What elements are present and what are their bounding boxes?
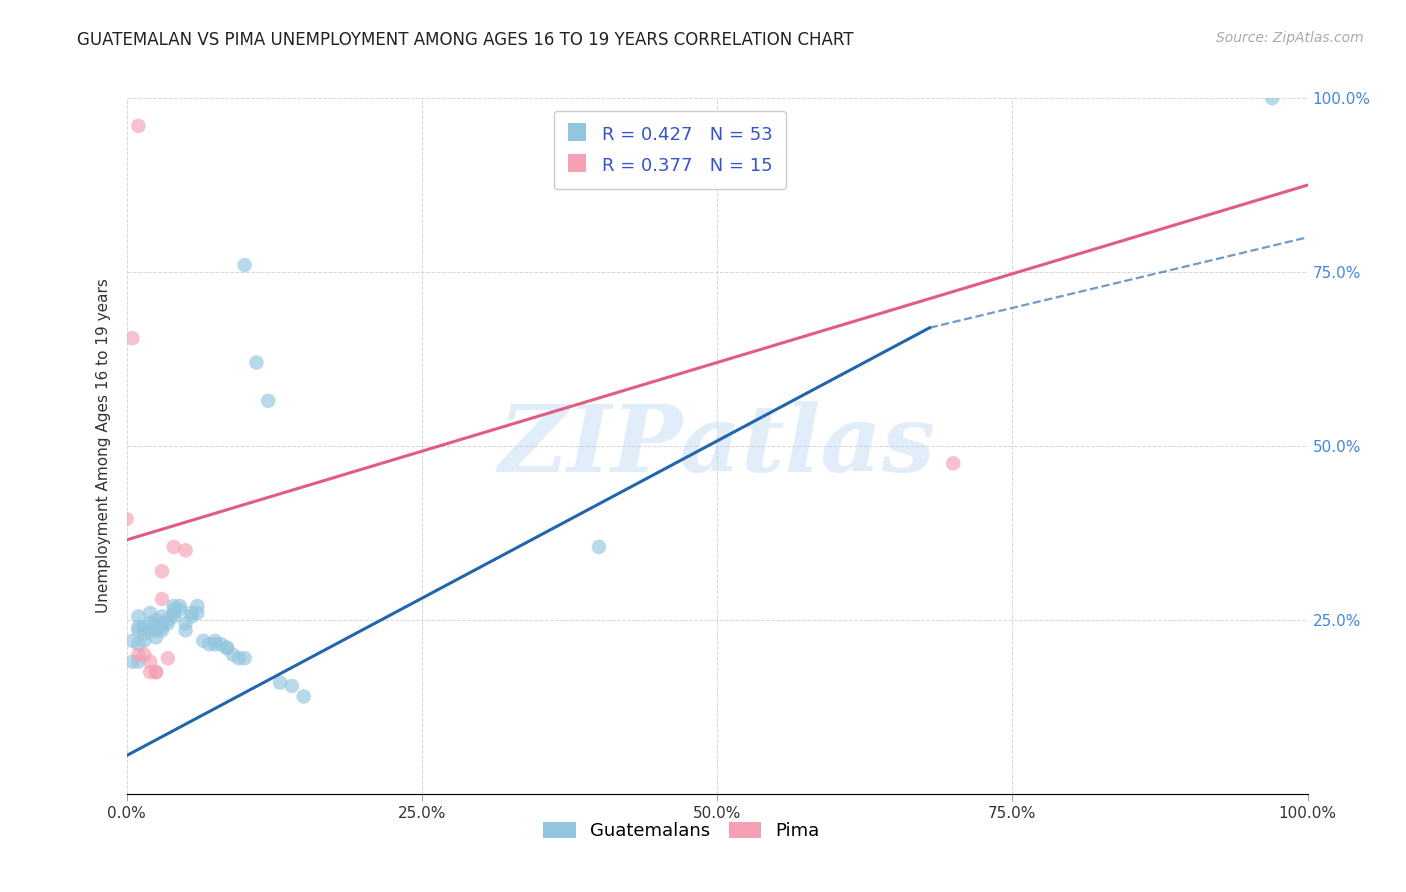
Point: [156, 613, 179, 627]
Point: [127, 119, 149, 133]
Point: [127, 655, 149, 669]
Point: [115, 512, 138, 526]
Point: [186, 599, 208, 613]
Point: [233, 651, 256, 665]
Point: [215, 640, 238, 655]
Point: [174, 624, 197, 638]
Point: [174, 543, 197, 558]
Point: [139, 624, 162, 638]
Point: [150, 616, 173, 631]
Point: [150, 564, 173, 578]
Point: [150, 624, 173, 638]
Point: [150, 609, 173, 624]
Point: [233, 258, 256, 272]
Legend: Guatemalans, Pima: Guatemalans, Pima: [536, 814, 827, 847]
Point: [163, 609, 186, 624]
Y-axis label: Unemployment Among Ages 16 to 19 years: Unemployment Among Ages 16 to 19 years: [96, 278, 111, 614]
Point: [292, 690, 315, 704]
Point: [193, 633, 215, 648]
Point: [156, 616, 179, 631]
Point: [134, 620, 156, 634]
Point: [150, 620, 173, 634]
Point: [156, 651, 179, 665]
Point: [139, 665, 162, 680]
Point: [139, 655, 162, 669]
Point: [222, 648, 245, 662]
Point: [127, 648, 149, 662]
Point: [145, 613, 167, 627]
Point: [163, 602, 186, 616]
Point: [281, 679, 304, 693]
Point: [245, 355, 267, 369]
Point: [121, 331, 143, 345]
Point: [127, 637, 149, 651]
Point: [134, 633, 156, 648]
Point: [163, 606, 186, 620]
Point: [163, 599, 186, 613]
Point: [186, 606, 208, 620]
Text: GUATEMALAN VS PIMA UNEMPLOYMENT AMONG AGES 16 TO 19 YEARS CORRELATION CHART: GUATEMALAN VS PIMA UNEMPLOYMENT AMONG AG…: [77, 31, 853, 49]
Point: [204, 633, 226, 648]
Point: [1261, 91, 1284, 105]
Point: [942, 457, 965, 471]
Point: [180, 606, 202, 620]
Point: [198, 637, 221, 651]
Point: [134, 627, 156, 641]
Point: [269, 675, 291, 690]
Text: Source: ZipAtlas.com: Source: ZipAtlas.com: [1216, 31, 1364, 45]
Point: [145, 665, 167, 680]
Point: [127, 624, 149, 638]
Point: [145, 620, 167, 634]
Point: [145, 665, 167, 680]
Point: [121, 633, 143, 648]
Text: ZIPatlas: ZIPatlas: [499, 401, 935, 491]
Point: [174, 616, 197, 631]
Point: [169, 602, 191, 616]
Point: [169, 599, 191, 613]
Point: [127, 620, 149, 634]
Point: [145, 624, 167, 638]
Point: [134, 648, 156, 662]
Point: [139, 606, 162, 620]
Point: [209, 637, 232, 651]
Point: [150, 592, 173, 607]
Point: [257, 393, 280, 408]
Point: [588, 540, 610, 554]
Point: [127, 609, 149, 624]
Point: [121, 655, 143, 669]
Point: [215, 640, 238, 655]
Point: [145, 630, 167, 644]
Point: [163, 540, 186, 554]
Point: [180, 609, 202, 624]
Point: [139, 616, 162, 631]
Point: [204, 637, 226, 651]
Point: [228, 651, 250, 665]
